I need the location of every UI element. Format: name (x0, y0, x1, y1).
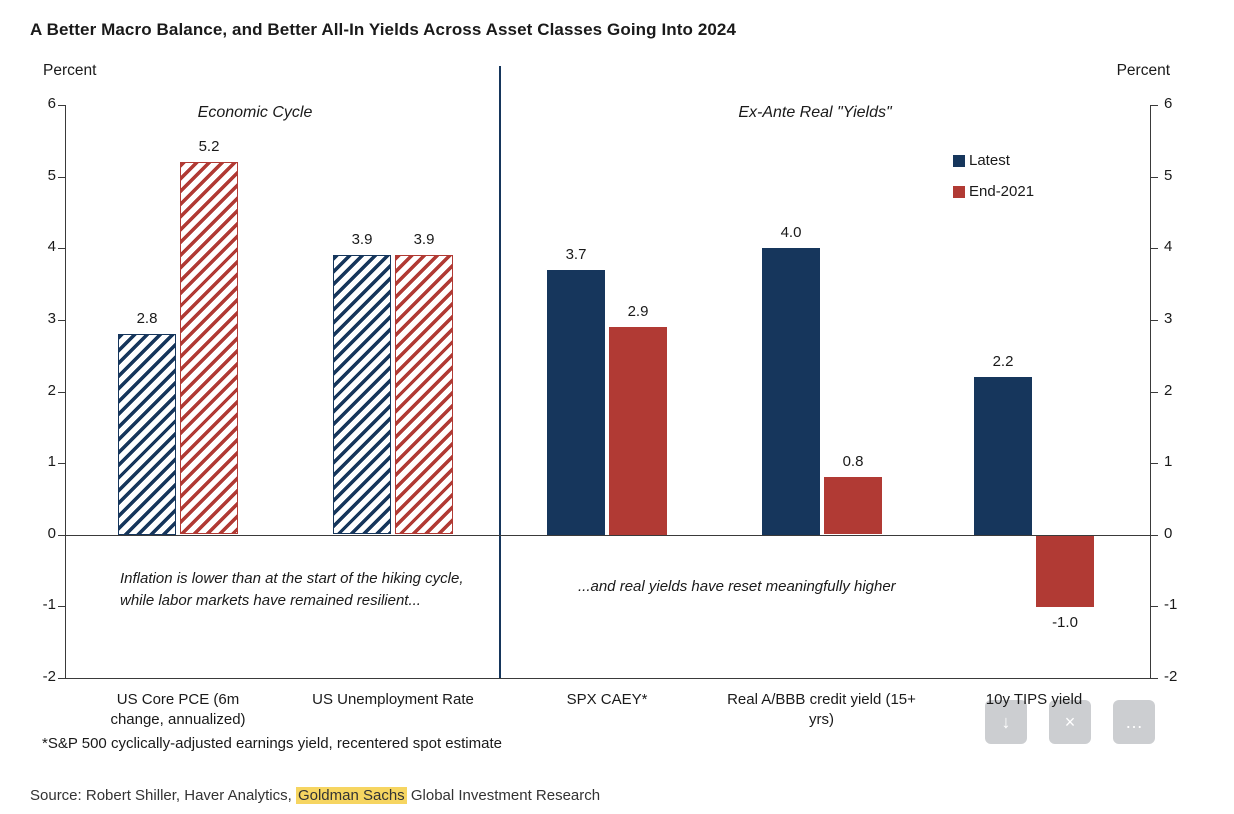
bar-value-label: 5.2 (198, 138, 220, 155)
category-label: Real A/BBB credit yield (15+ yrs) (727, 691, 916, 728)
y-tick-label-left: 1 (47, 453, 56, 470)
y-tick-left (58, 463, 65, 464)
y-axis-right (1150, 105, 1151, 678)
bar-value-label: 3.9 (351, 231, 373, 248)
source-highlight: Goldman Sachs (295, 787, 407, 804)
y-tick-label-left: 5 (47, 167, 56, 184)
y-axis-left (65, 105, 66, 678)
legend-swatch-latest (953, 155, 965, 167)
x-axis-bottom (65, 678, 1151, 679)
y-axis-label-right: Percent (1116, 62, 1170, 79)
bar-latest (762, 248, 820, 535)
chart-title: A Better Macro Balance, and Better All-I… (30, 20, 737, 39)
more-icon[interactable]: … (1113, 700, 1155, 744)
bar-latest (118, 334, 176, 535)
bar-value-label: -1.0 (1052, 614, 1078, 631)
y-tick-right (1151, 248, 1158, 249)
bar-value-label: 3.7 (565, 246, 587, 263)
source-prefix: Source: Robert Shiller, Haver Analytics, (30, 787, 296, 804)
panel-annotation: Inflation is lower than at the start of … (120, 570, 464, 609)
bar-latest (547, 270, 605, 535)
panel-divider (499, 66, 501, 678)
y-tick-label-right: -1 (1164, 596, 1178, 613)
y-tick-label-left: 6 (47, 95, 56, 112)
footnote: *S&P 500 cyclically-adjusted earnings yi… (42, 735, 502, 752)
legend-swatch-end-2021 (953, 186, 965, 198)
y-tick-label-right: 3 (1164, 310, 1173, 327)
y-tick-label-right: 1 (1164, 453, 1173, 470)
category-label: US Unemployment Rate (312, 691, 474, 708)
y-tick-left (58, 105, 65, 106)
y-tick-right (1151, 463, 1158, 464)
bar-value-label: 2.9 (627, 303, 649, 320)
y-tick-label-left: 2 (47, 382, 56, 399)
y-tick-label-left: 4 (47, 238, 56, 255)
y-tick-label-right: 5 (1164, 167, 1173, 184)
bar-value-label: 2.2 (992, 353, 1014, 370)
y-axis-label-left: Percent (43, 62, 97, 79)
y-tick-label-right: 0 (1164, 525, 1173, 542)
y-tick-left (58, 320, 65, 321)
bar-value-label: 3.9 (413, 231, 435, 248)
y-tick-left (58, 606, 65, 607)
source-line: Source: Robert Shiller, Haver Analytics,… (30, 787, 600, 804)
y-tick-left (58, 535, 65, 536)
y-tick-label-left: -2 (42, 668, 56, 685)
y-tick-right (1151, 535, 1158, 536)
y-tick-left (58, 678, 65, 679)
y-tick-label-right: -2 (1164, 668, 1178, 685)
bar-value-label: 4.0 (780, 224, 802, 241)
category-label: SPX CAEY* (566, 691, 648, 708)
y-tick-right (1151, 678, 1158, 679)
bar-latest (333, 255, 391, 534)
y-tick-left (58, 248, 65, 249)
y-tick-label-left: 0 (47, 525, 56, 542)
legend-label: End-2021 (969, 183, 1035, 200)
y-tick-right (1151, 320, 1158, 321)
bar-end-2021 (180, 162, 238, 534)
y-tick-right (1151, 177, 1158, 178)
bar-end-2021 (609, 327, 667, 535)
y-tick-label-right: 4 (1164, 238, 1173, 255)
source-suffix: Global Investment Research (406, 787, 601, 804)
y-tick-label-left: 3 (47, 310, 56, 327)
y-tick-right (1151, 606, 1158, 607)
bar-end-2021 (824, 477, 882, 534)
y-tick-right (1151, 392, 1158, 393)
legend-label: Latest (969, 152, 1010, 169)
bar-value-label: 2.8 (136, 310, 158, 327)
bar-value-label: 0.8 (842, 453, 864, 470)
y-tick-label-left: -1 (42, 596, 56, 613)
y-tick-left (58, 177, 65, 178)
panel-title: Economic Cycle (197, 104, 313, 121)
download-icon[interactable]: ↓ (985, 700, 1027, 744)
zero-line (65, 535, 1151, 536)
bar-end-2021 (395, 255, 453, 534)
y-tick-label-right: 6 (1164, 95, 1173, 112)
y-tick-label-right: 2 (1164, 382, 1173, 399)
close-icon[interactable]: × (1049, 700, 1091, 744)
bar-end-2021 (1036, 535, 1094, 607)
panel-title: Ex-Ante Real "Yields" (738, 104, 892, 121)
bar-latest (974, 377, 1032, 535)
category-label: 10y TIPS yield (985, 691, 1083, 708)
y-tick-right (1151, 105, 1158, 106)
category-label: US Core PCE (6m change, annualized) (110, 691, 246, 728)
y-tick-left (58, 392, 65, 393)
panel-annotation: ...and real yields have reset meaningful… (578, 578, 896, 595)
